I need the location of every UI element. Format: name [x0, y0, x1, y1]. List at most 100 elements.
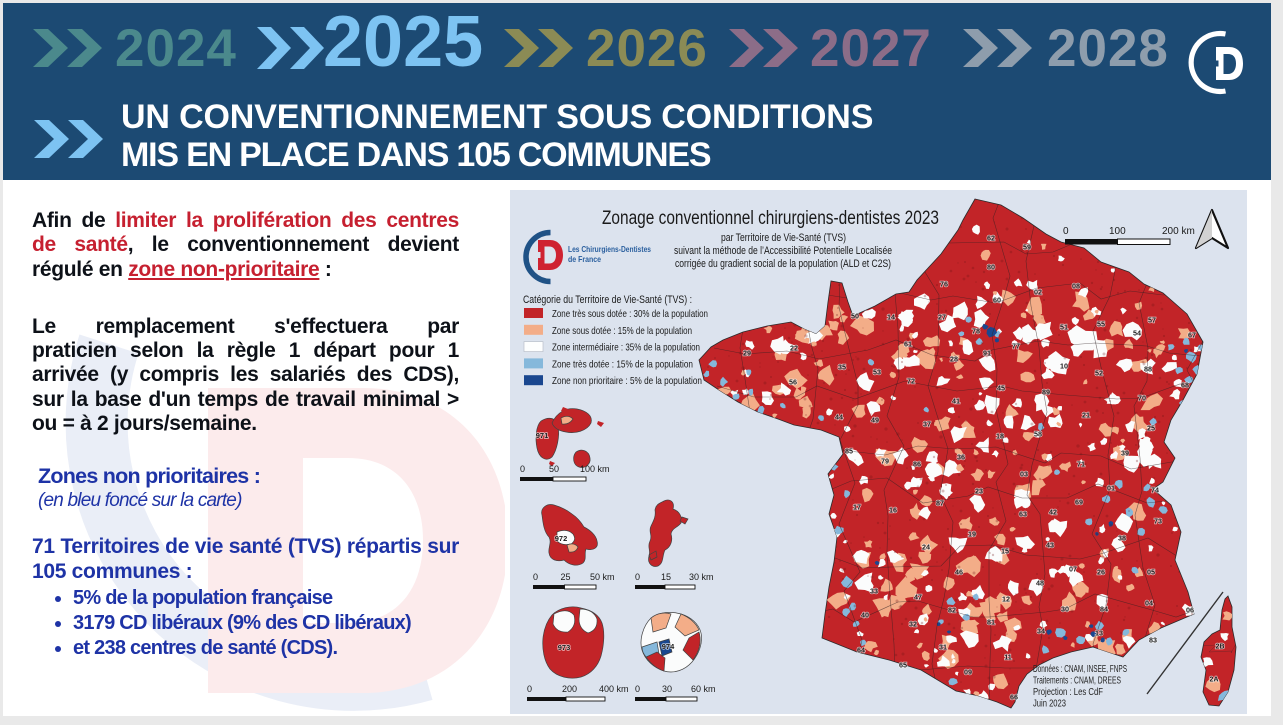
- svg-text:11: 11: [1004, 653, 1012, 662]
- svg-text:22: 22: [790, 344, 798, 353]
- svg-text:87: 87: [936, 499, 944, 508]
- svg-text:50: 50: [549, 464, 559, 474]
- svg-text:67: 67: [1188, 331, 1196, 340]
- svg-text:2B: 2B: [1215, 642, 1224, 651]
- svg-text:0: 0: [1063, 226, 1069, 237]
- svg-text:55: 55: [1097, 320, 1105, 329]
- svg-text:08: 08: [1072, 282, 1080, 291]
- svg-text:62: 62: [987, 234, 995, 243]
- svg-text:100: 100: [1109, 226, 1126, 237]
- svg-text:03: 03: [1020, 470, 1028, 479]
- svg-text:64: 64: [857, 646, 865, 655]
- svg-text:43: 43: [1046, 541, 1054, 550]
- svg-text:86: 86: [913, 460, 921, 469]
- svg-text:40: 40: [861, 611, 869, 620]
- svg-text:par Territoire de Vie-Santé (T: par Territoire de Vie-Santé (TVS): [721, 232, 846, 244]
- svg-text:0: 0: [635, 684, 640, 694]
- svg-text:corrigée du gradient social de: corrigée du gradient social de la popula…: [675, 258, 891, 270]
- svg-text:21: 21: [1082, 411, 1090, 420]
- svg-text:38: 38: [1118, 534, 1126, 543]
- svg-text:Traitements : CNAM, DREES: Traitements : CNAM, DREES: [1033, 676, 1121, 687]
- svg-text:15: 15: [661, 572, 671, 582]
- svg-text:suivant la méthode de l’Access: suivant la méthode de l’Accessibilité Po…: [674, 245, 892, 257]
- svg-text:19: 19: [968, 530, 976, 539]
- svg-text:89: 89: [1042, 388, 1050, 397]
- svg-text:24: 24: [922, 543, 930, 552]
- svg-text:71: 71: [1077, 460, 1085, 469]
- svg-text:68: 68: [1181, 381, 1189, 390]
- svg-text:Zone sous dotée : 15% de la po: Zone sous dotée : 15% de la population: [552, 325, 692, 337]
- svg-text:Zonage conventionnel chirurgie: Zonage conventionnel chirurgiens-dentist…: [602, 208, 939, 229]
- svg-text:30: 30: [1061, 605, 1069, 614]
- svg-text:60: 60: [993, 296, 1001, 305]
- svg-text:973: 973: [558, 643, 571, 652]
- svg-text:Catégorie du Territoire de Vie: Catégorie du Territoire de Vie-Santé (TV…: [523, 294, 692, 306]
- svg-text:18: 18: [996, 432, 1004, 441]
- svg-text:78: 78: [972, 327, 980, 336]
- svg-text:72: 72: [907, 377, 915, 386]
- svg-text:Zone très dotée : 15% de la po: Zone très dotée : 15% de la population: [552, 358, 693, 370]
- svg-text:73: 73: [1154, 517, 1162, 526]
- svg-text:57: 57: [1148, 316, 1156, 325]
- svg-text:28: 28: [950, 355, 958, 364]
- svg-text:02: 02: [1034, 288, 1042, 297]
- svg-text:100 km: 100 km: [580, 464, 610, 474]
- svg-text:66: 66: [1010, 693, 1018, 702]
- svg-text:47: 47: [914, 593, 922, 602]
- svg-text:17: 17: [853, 503, 861, 512]
- svg-text:25: 25: [561, 572, 571, 582]
- svg-text:15: 15: [1001, 547, 1009, 556]
- svg-text:69: 69: [1075, 498, 1083, 507]
- svg-text:Juin 2023: Juin 2023: [1033, 699, 1066, 710]
- svg-text:31: 31: [939, 643, 947, 652]
- svg-text:Zone très sous dotée : 30% de: Zone très sous dotée : 30% de la populat…: [552, 308, 708, 320]
- svg-text:42: 42: [1049, 508, 1057, 517]
- svg-text:14: 14: [887, 313, 895, 322]
- svg-text:29: 29: [743, 349, 751, 358]
- svg-text:Zone intermédiaire : 35% de la: Zone intermédiaire : 35% de la populatio…: [552, 342, 700, 354]
- svg-text:45: 45: [997, 384, 1005, 393]
- svg-text:2A: 2A: [1209, 675, 1218, 684]
- svg-text:46: 46: [955, 568, 963, 577]
- svg-text:16: 16: [889, 506, 897, 515]
- svg-text:0: 0: [527, 684, 532, 694]
- svg-text:Zone non prioritaire : 5% de l: Zone non prioritaire : 5% de la populati…: [552, 375, 702, 387]
- svg-text:79: 79: [881, 457, 889, 466]
- svg-text:09: 09: [964, 668, 972, 677]
- svg-text:Données : CNAM, INSEE, FNPS: Données : CNAM, INSEE, FNPS: [1033, 664, 1127, 675]
- svg-text:50 km: 50 km: [590, 572, 615, 582]
- svg-text:53: 53: [873, 368, 881, 377]
- svg-text:58: 58: [1034, 430, 1042, 439]
- svg-text:971: 971: [536, 431, 549, 440]
- svg-text:26: 26: [1097, 568, 1105, 577]
- svg-text:88: 88: [1144, 365, 1152, 374]
- svg-text:91: 91: [983, 349, 991, 358]
- svg-text:50: 50: [851, 312, 859, 321]
- svg-text:37: 37: [923, 420, 931, 429]
- svg-text:01: 01: [1107, 484, 1115, 493]
- svg-text:59: 59: [1023, 243, 1031, 252]
- svg-text:44: 44: [835, 413, 843, 422]
- svg-text:84: 84: [1100, 605, 1108, 614]
- svg-text:0: 0: [533, 572, 538, 582]
- svg-text:49: 49: [871, 416, 879, 425]
- svg-text:200 km: 200 km: [1162, 226, 1195, 237]
- svg-text:36: 36: [957, 453, 965, 462]
- svg-text:Les Chirurgiens-Dentistes: Les Chirurgiens-Dentistes: [568, 244, 651, 254]
- svg-text:83: 83: [1149, 636, 1157, 645]
- svg-text:10: 10: [1060, 362, 1068, 371]
- svg-text:04: 04: [1145, 599, 1153, 608]
- svg-text:35: 35: [838, 363, 846, 372]
- svg-text:65: 65: [899, 661, 907, 670]
- svg-text:81: 81: [987, 618, 995, 627]
- svg-text:06: 06: [1186, 606, 1194, 615]
- svg-text:34: 34: [1037, 627, 1045, 636]
- svg-text:30 km: 30 km: [689, 572, 714, 582]
- svg-text:30: 30: [662, 684, 672, 694]
- svg-text:51: 51: [1060, 323, 1068, 332]
- svg-text:974: 974: [662, 642, 675, 651]
- svg-text:56: 56: [789, 378, 797, 387]
- svg-text:32: 32: [909, 620, 917, 629]
- svg-text:60 km: 60 km: [691, 684, 716, 694]
- svg-text:54: 54: [1133, 329, 1141, 338]
